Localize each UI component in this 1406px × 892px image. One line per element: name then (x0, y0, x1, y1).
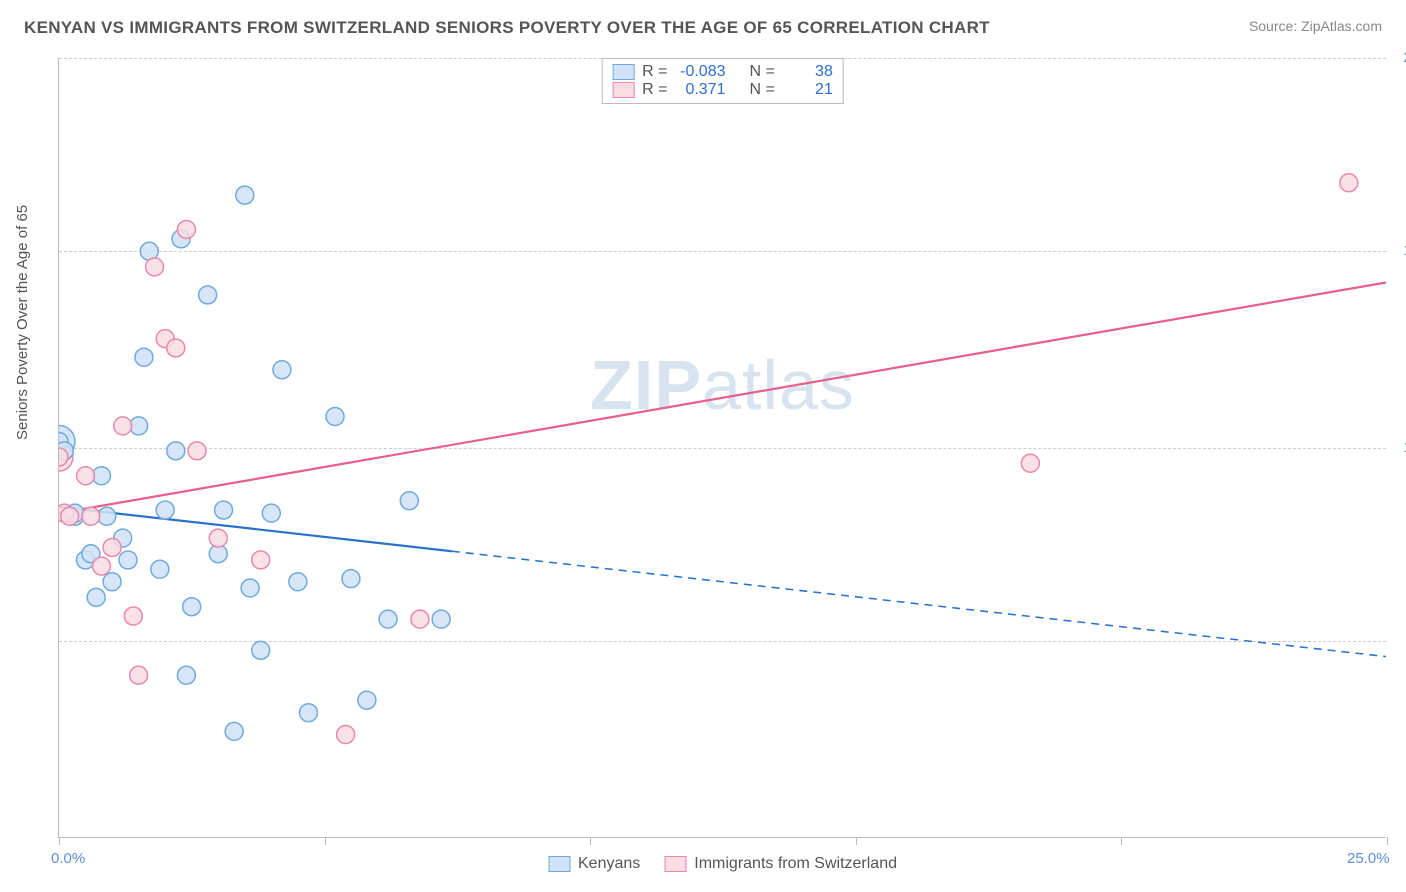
xtick (1121, 837, 1122, 845)
xtick (856, 837, 857, 845)
legend-row-series-0: R = -0.083 N = 38 (612, 63, 833, 81)
y-axis-label: Seniors Poverty Over the Age of 65 (14, 205, 31, 440)
swatch-series-1 (664, 856, 686, 872)
xtick-label: 25.0% (1347, 850, 1390, 867)
n-label: N = (750, 81, 775, 99)
swatch-series-0 (548, 856, 570, 872)
chart-title: KENYAN VS IMMIGRANTS FROM SWITZERLAND SE… (24, 18, 990, 38)
r-value-series-1: 0.371 (676, 81, 726, 99)
n-label: N = (750, 63, 775, 81)
xtick (1387, 837, 1388, 845)
legend-item-series-1: Immigrants from Switzerland (664, 855, 897, 873)
legend-label-series-0: Kenyans (578, 855, 640, 873)
legend-item-series-0: Kenyans (548, 855, 640, 873)
xtick-label: 0.0% (51, 850, 85, 867)
xtick (325, 837, 326, 845)
source-attribution: Source: ZipAtlas.com (1249, 18, 1382, 34)
chart-svg-layer (59, 58, 1386, 837)
legend-bottom: Kenyans Immigrants from Switzerland (548, 855, 897, 873)
legend-row-series-1: R = 0.371 N = 21 (612, 81, 833, 99)
xtick (59, 837, 60, 845)
r-value-series-0: -0.083 (676, 63, 726, 81)
legend-correlation-box: R = -0.083 N = 38 R = 0.371 N = 21 (601, 58, 844, 104)
swatch-series-0 (612, 64, 634, 80)
r-label: R = (642, 63, 667, 81)
r-label: R = (642, 81, 667, 99)
chart-plot-area: ZIPatlas R = -0.083 N = 38 R = 0.371 N =… (58, 58, 1386, 838)
n-value-series-0: 38 (783, 63, 833, 81)
xtick (590, 837, 591, 845)
swatch-series-1 (612, 82, 634, 98)
legend-label-series-1: Immigrants from Switzerland (694, 855, 897, 873)
n-value-series-1: 21 (783, 81, 833, 99)
